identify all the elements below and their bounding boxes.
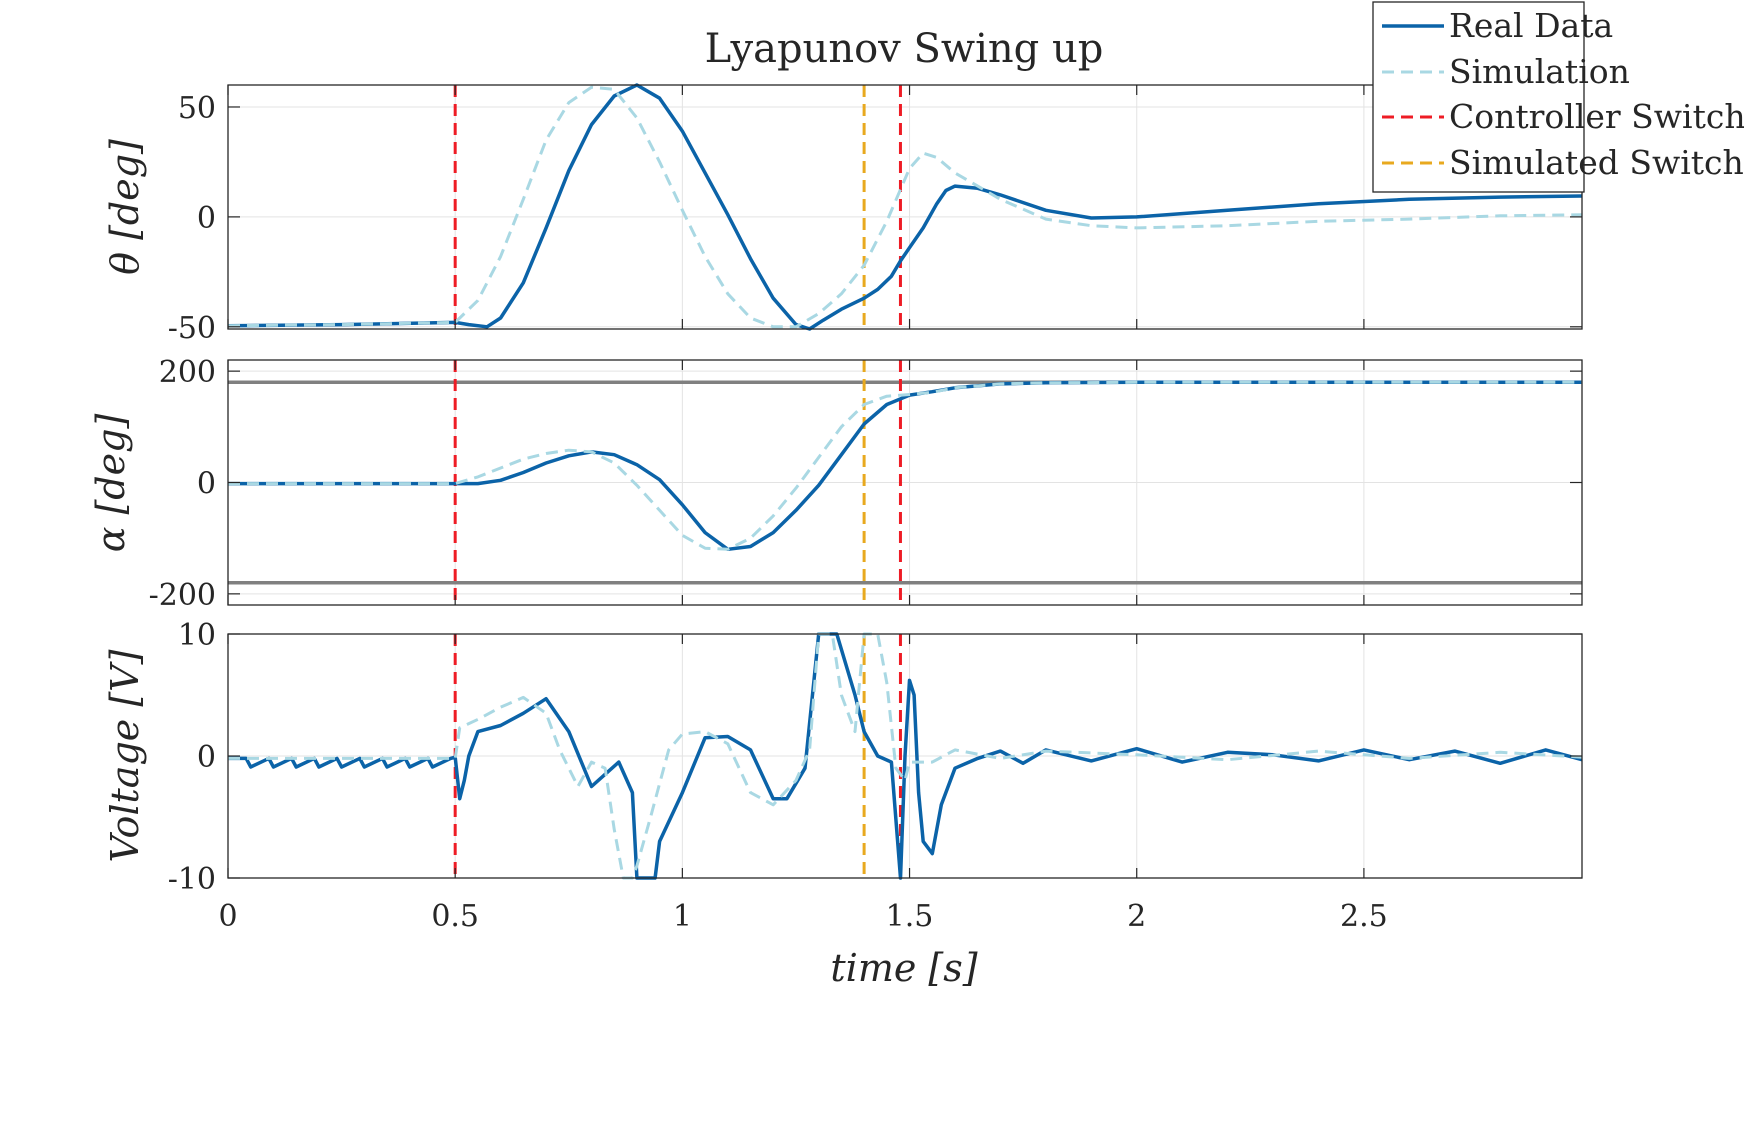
chart-title: Lyapunov Swing up (705, 26, 1104, 72)
legend-label-real-data: Real Data (1449, 6, 1613, 45)
theta-real-data-line (227, 83, 1583, 331)
legend: Real Data Simulation Controller Switch Simu… (1372, 1, 1744, 193)
legend-box (1372, 1, 1585, 193)
x-axis-label: time [s] (830, 946, 977, 990)
theta-ytick-label: -50 (168, 311, 216, 346)
theta-simulation-line (227, 85, 1583, 329)
x-tick-label: 0.5 (431, 899, 479, 934)
x-tick-label: 1.5 (886, 899, 934, 934)
x-tick-label: 0 (218, 899, 237, 934)
alpha-ytick-label: 200 (159, 355, 216, 390)
voltage-ylabel: Voltage [V] (103, 649, 147, 862)
theta-ylabel: θ [deg] (103, 139, 147, 275)
theta-axes-frame (227, 84, 1583, 330)
alpha-subplot: 200 0 -200 α [deg] (89, 355, 1583, 613)
legend-label-controller-switch: Controller Switch (1449, 97, 1744, 136)
alpha-ytick-label: 0 (197, 467, 216, 502)
x-tick-labels: 0 0.5 1 1.5 2 2.5 (218, 899, 1387, 934)
voltage-real-data-line (228, 632, 1583, 880)
alpha-simulation-line (228, 380, 1582, 551)
x-tick-label: 2.5 (1340, 899, 1388, 934)
alpha-ylabel: α [deg] (89, 414, 133, 553)
x-tick-label: 2 (1127, 899, 1146, 934)
theta-subplot: 50 0 -50 θ [deg] (103, 83, 1583, 346)
voltage-ytick-label: -10 (168, 862, 216, 897)
voltage-ytick-label: 10 (178, 618, 216, 653)
legend-label-simulated-switch: Simulated Switch (1449, 143, 1744, 182)
theta-ytick-label: 50 (178, 91, 216, 126)
voltage-simulation-line (228, 632, 1583, 880)
theta-ytick-label: 0 (197, 201, 216, 236)
x-tick-label: 1 (673, 899, 692, 934)
voltage-ytick-label: 0 (197, 740, 216, 775)
alpha-real-data-line (228, 380, 1582, 552)
alpha-ytick-label: -200 (149, 578, 216, 613)
voltage-subplot: 10 0 -10 Voltage [V] (103, 618, 1583, 897)
legend-label-simulation: Simulation (1449, 52, 1630, 91)
